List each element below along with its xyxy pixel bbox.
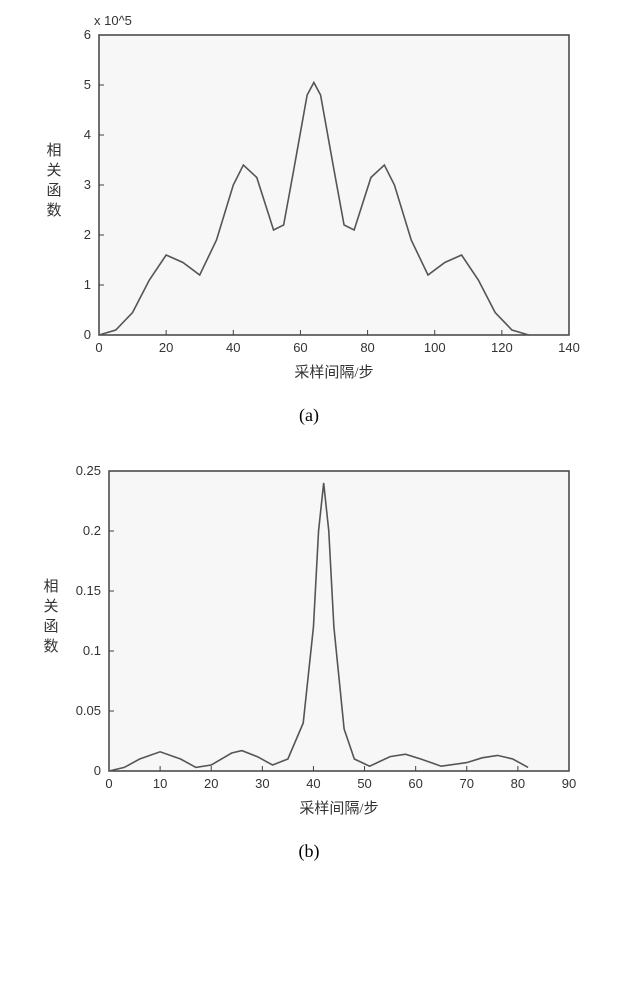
svg-text:数: 数 <box>46 202 61 219</box>
y-axis-label-b: 相关函数 <box>43 578 58 655</box>
svg-text:90: 90 <box>562 776 576 791</box>
x-axis-label-a: 采样间隔/步 <box>294 364 373 381</box>
svg-text:60: 60 <box>293 340 307 355</box>
svg-text:50: 50 <box>357 776 371 791</box>
svg-text:3: 3 <box>84 177 91 192</box>
svg-text:0: 0 <box>84 327 91 342</box>
svg-text:120: 120 <box>491 340 513 355</box>
svg-text:0: 0 <box>94 763 101 778</box>
plot-area-a <box>99 35 569 335</box>
svg-text:0.1: 0.1 <box>83 643 101 658</box>
svg-text:0: 0 <box>105 776 112 791</box>
svg-text:20: 20 <box>204 776 218 791</box>
svg-text:数: 数 <box>43 638 58 655</box>
sublabel-a: (a) <box>10 405 608 426</box>
svg-text:80: 80 <box>360 340 374 355</box>
svg-text:相: 相 <box>43 578 58 595</box>
sublabel-b: (b) <box>10 841 608 862</box>
svg-text:6: 6 <box>84 27 91 42</box>
svg-text:关: 关 <box>46 162 61 179</box>
svg-text:5: 5 <box>84 77 91 92</box>
svg-text:2: 2 <box>84 227 91 242</box>
svg-text:函: 函 <box>46 182 61 199</box>
y-exponent-a: x 10^5 <box>94 13 132 28</box>
y-axis-label-a: 相关函数 <box>46 142 61 219</box>
svg-text:0.2: 0.2 <box>83 523 101 538</box>
svg-text:40: 40 <box>226 340 240 355</box>
svg-text:30: 30 <box>255 776 269 791</box>
chart-b-svg: 0102030405060708090 00.050.10.150.20.25 … <box>29 446 589 826</box>
svg-text:0.25: 0.25 <box>76 463 101 478</box>
svg-text:140: 140 <box>558 340 580 355</box>
svg-text:4: 4 <box>84 127 91 142</box>
svg-text:100: 100 <box>424 340 446 355</box>
chart-a-svg: x 10^5 0 20 40 60 80 100 120 140 0 1 2 3 4 5 6 相关函数 采… <box>29 10 589 390</box>
svg-text:70: 70 <box>460 776 474 791</box>
svg-text:相: 相 <box>46 142 61 159</box>
svg-text:0: 0 <box>95 340 102 355</box>
svg-text:60: 60 <box>408 776 422 791</box>
svg-text:0.05: 0.05 <box>76 703 101 718</box>
svg-text:0.15: 0.15 <box>76 583 101 598</box>
chart-b: 0102030405060708090 00.050.10.150.20.25 … <box>10 446 608 862</box>
svg-text:40: 40 <box>306 776 320 791</box>
x-axis-label-b: 采样间隔/步 <box>299 800 378 817</box>
svg-text:关: 关 <box>43 598 58 615</box>
svg-text:80: 80 <box>511 776 525 791</box>
svg-text:20: 20 <box>159 340 173 355</box>
svg-text:1: 1 <box>84 277 91 292</box>
svg-text:函: 函 <box>43 618 58 635</box>
plot-area-b <box>109 471 569 771</box>
chart-a: x 10^5 0 20 40 60 80 100 120 140 0 1 2 3 4 5 6 相关函数 采… <box>10 10 608 426</box>
svg-text:10: 10 <box>153 776 167 791</box>
